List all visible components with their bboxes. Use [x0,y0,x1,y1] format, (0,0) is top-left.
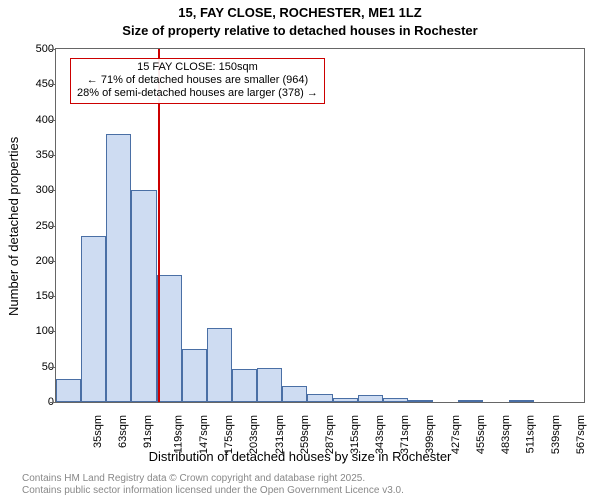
y-tick-mark [50,190,55,192]
chart-container: 15, FAY CLOSE, ROCHESTER, ME1 1LZ Size o… [0,0,600,500]
x-tick-label: 343sqm [374,415,386,454]
histogram-bar [358,395,383,402]
annotation-box: 15 FAY CLOSE: 150sqm ← 71% of detached h… [70,58,325,104]
histogram-bar [383,398,408,402]
chart-subtitle: Size of property relative to detached ho… [0,23,600,38]
histogram-bar [182,349,207,402]
x-tick-label: 259sqm [299,415,311,454]
histogram-bar [56,379,81,402]
annotation-line-1: 15 FAY CLOSE: 150sqm [77,61,318,74]
y-tick-label: 300 [14,184,54,196]
x-tick-label: 427sqm [450,415,462,454]
x-tick-label: 539sqm [550,415,562,454]
x-tick-label: 231sqm [274,415,286,454]
footer-attribution: Contains HM Land Registry data © Crown c… [22,473,404,497]
x-tick-label: 371sqm [399,415,411,454]
y-tick-label: 0 [14,396,54,408]
histogram-bar [307,394,332,402]
footer-line-1: Contains HM Land Registry data © Crown c… [22,473,404,485]
histogram-bar [81,236,106,402]
footer-line-2: Contains public sector information licen… [22,485,404,497]
x-tick-label: 483sqm [500,415,512,454]
histogram-bar [106,134,131,402]
y-tick-mark [50,120,55,122]
y-tick-mark [50,84,55,86]
histogram-bar [257,368,282,402]
x-tick-label: 175sqm [223,415,235,454]
x-tick-label: 567sqm [575,415,587,454]
y-tick-mark [50,155,55,157]
y-tick-mark [50,331,55,333]
y-tick-label: 500 [14,43,54,55]
y-tick-label: 350 [14,149,54,161]
x-tick-label: 287sqm [324,415,336,454]
histogram-bar [458,400,483,402]
histogram-bar [333,398,358,402]
histogram-bar [157,275,182,402]
x-tick-label: 91sqm [142,415,154,448]
x-tick-label: 35sqm [92,415,104,448]
y-tick-mark [50,402,55,404]
chart-title: 15, FAY CLOSE, ROCHESTER, ME1 1LZ [0,5,600,20]
y-tick-label: 100 [14,325,54,337]
y-tick-label: 450 [14,78,54,90]
y-tick-mark [50,296,55,298]
x-tick-label: 511sqm [524,415,536,453]
y-tick-mark [50,226,55,228]
y-tick-label: 200 [14,255,54,267]
annotation-line-3: 28% of semi-detached houses are larger (… [77,87,318,100]
y-tick-mark [50,49,55,51]
x-tick-label: 203sqm [249,415,261,454]
annotation-line-2: ← 71% of detached houses are smaller (96… [77,74,318,87]
y-tick-label: 250 [14,220,54,232]
y-tick-label: 400 [14,114,54,126]
y-tick-mark [50,261,55,263]
x-tick-label: 399sqm [425,415,437,454]
x-tick-label: 147sqm [198,415,210,454]
y-tick-mark [50,367,55,369]
y-tick-label: 150 [14,290,54,302]
histogram-bar [282,386,307,402]
y-tick-label: 50 [14,361,54,373]
x-tick-label: 119sqm [172,415,184,453]
histogram-bar [131,190,156,402]
x-tick-label: 63sqm [117,415,129,448]
histogram-bar [408,400,433,402]
histogram-bar [207,328,232,402]
x-tick-label: 315sqm [349,415,361,454]
x-tick-label: 455sqm [475,415,487,454]
histogram-bar [232,369,257,402]
histogram-bar [509,400,534,402]
